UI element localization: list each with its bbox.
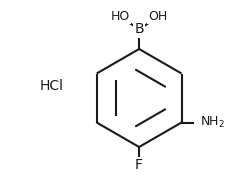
Text: HO: HO [111,10,130,23]
Text: B: B [134,22,144,36]
Text: F: F [135,158,143,172]
Text: HCl: HCl [39,79,63,93]
Text: OH: OH [148,10,167,23]
Text: NH$_2$: NH$_2$ [200,115,225,130]
